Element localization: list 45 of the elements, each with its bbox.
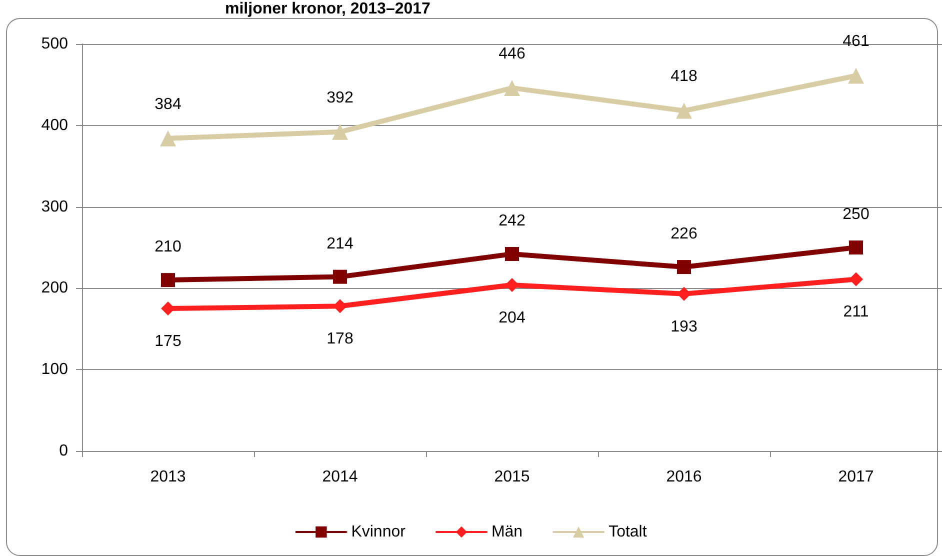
x-tick-label: 2014: [322, 468, 358, 486]
point: [677, 286, 691, 301]
x-tick-label: 2013: [150, 468, 186, 486]
point: [160, 130, 176, 146]
point: [849, 272, 863, 286]
point: [161, 273, 175, 288]
legend-label: Män: [491, 524, 523, 540]
data-label: 193: [670, 318, 698, 336]
point: [332, 124, 348, 140]
x-tick-label: 2016: [666, 468, 702, 486]
legend-label: Totalt: [608, 524, 648, 540]
data-label: 175: [154, 333, 182, 350]
data-label: 226: [670, 226, 698, 243]
y-tick-label: 0: [59, 442, 68, 460]
y-tick-label: 300: [41, 198, 68, 216]
data-label: 178: [326, 330, 354, 348]
point: [333, 270, 347, 284]
x-tick-label: 2015: [494, 468, 530, 486]
data-label: 446: [498, 45, 526, 62]
point: [505, 278, 519, 292]
point: [848, 68, 864, 84]
x-tick-label: 2017: [838, 468, 874, 486]
data-label: 242: [498, 212, 526, 230]
y-tick-label: 400: [41, 116, 68, 134]
y-tick-label: 500: [41, 36, 68, 52]
data-label: 204: [498, 309, 526, 326]
data-label: 418: [670, 68, 698, 86]
point: [161, 302, 175, 316]
data-label: 211: [843, 304, 869, 321]
data-label: 250: [842, 206, 870, 223]
point: [676, 102, 692, 119]
data-label: 461: [842, 33, 870, 50]
data-label: 214: [326, 235, 354, 252]
legend-label: Kvinnor: [351, 524, 406, 540]
data-label: 392: [326, 89, 354, 106]
point: [505, 247, 519, 262]
point: [333, 299, 347, 314]
point: [849, 240, 863, 254]
chart-title: miljoner kronor, 2013–2017: [225, 0, 431, 18]
data-label: 210: [154, 238, 182, 256]
data-label: 384: [154, 96, 182, 113]
point: [677, 260, 691, 274]
y-tick-label: 100: [41, 361, 68, 378]
y-tick-label: 200: [41, 280, 68, 297]
point: [504, 80, 520, 96]
